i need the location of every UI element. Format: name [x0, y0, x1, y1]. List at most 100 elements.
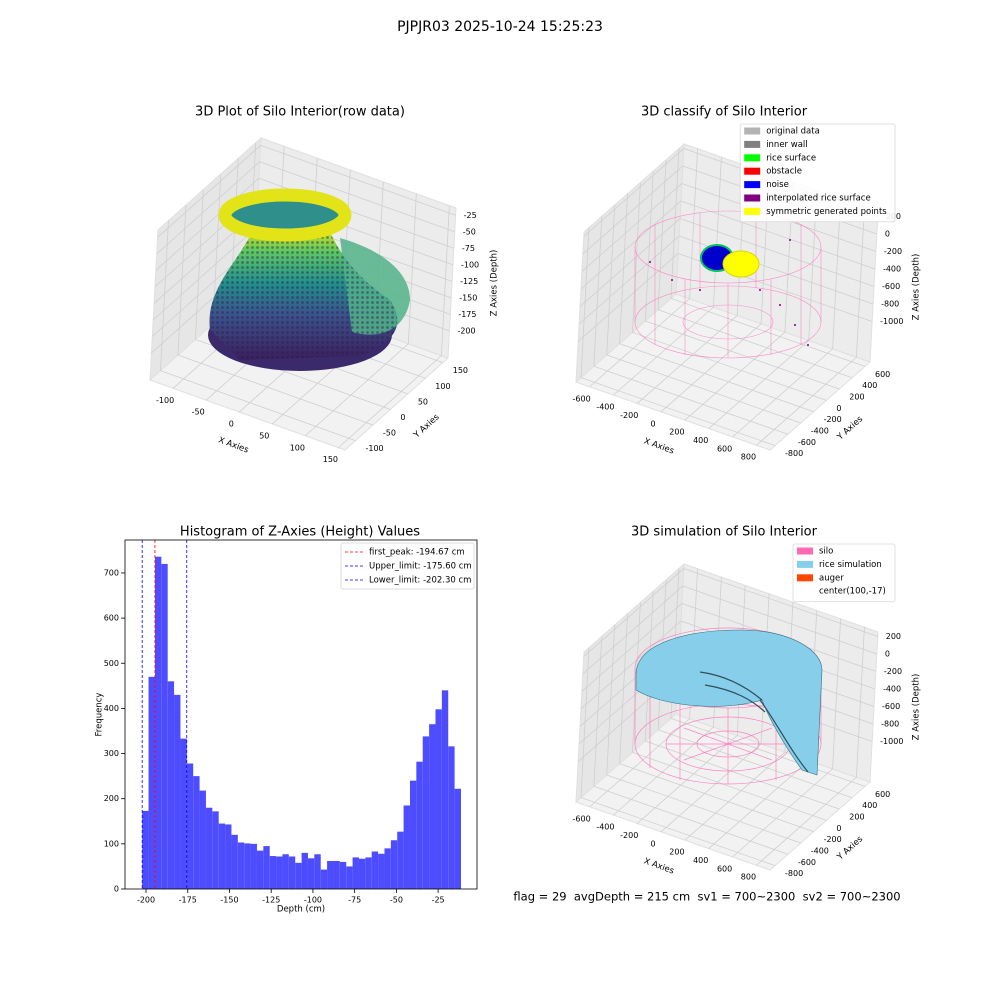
legend-label: silo [819, 547, 833, 557]
z-tick-label: -600 [882, 282, 900, 291]
legend-swatch [744, 207, 761, 215]
grid-line [440, 205, 450, 356]
bar [358, 858, 366, 889]
grid-line [583, 568, 685, 657]
z-tick-label: -1000 [880, 737, 903, 746]
chart-title: 3D classify of Silo Interior [641, 105, 808, 120]
grid-line [606, 354, 801, 424]
y-tick-label: -100 [365, 444, 383, 453]
y-tick-label: 300 [104, 749, 119, 758]
bar [148, 676, 155, 889]
grid-line [689, 148, 698, 299]
bar [339, 861, 347, 889]
legend-label: rice simulation [819, 560, 882, 570]
bar [288, 856, 296, 889]
bar [441, 690, 449, 889]
y-tick-label: 200 [849, 393, 864, 402]
grid-line [632, 751, 827, 821]
bar [422, 736, 430, 889]
y-tick-label: -600 [798, 438, 816, 447]
grid-line [613, 306, 714, 396]
legend-swatch [744, 127, 761, 135]
bar [142, 810, 149, 889]
grid-line [708, 760, 810, 849]
bar [384, 848, 391, 889]
grid-line [577, 253, 679, 342]
front-layer: PJPJR03 2025-10-24 15:25:23 flag = 29 av… [95, 19, 922, 915]
y-tick-label: -50 [383, 429, 396, 438]
legend-label: Lower_limit: -202.30 cm [369, 576, 471, 586]
y-axis-label: Frequency [95, 693, 105, 737]
cloud-ring [218, 188, 352, 242]
x-tick-label: -125 [262, 896, 280, 905]
z-tick-label: -600 [882, 702, 900, 711]
x-tick-label: 0 [229, 420, 234, 429]
rice-surface [635, 629, 823, 776]
bar [154, 556, 162, 889]
grid-line [578, 235, 680, 325]
bar [352, 857, 359, 889]
grid-line [856, 207, 865, 358]
y-tick-label: 600 [104, 614, 119, 623]
y-tick-label: 0 [836, 824, 841, 833]
grid-line [407, 193, 417, 344]
bar [307, 858, 315, 889]
bar [263, 846, 270, 889]
grid-line [658, 729, 853, 799]
y-tick-label: 700 [104, 568, 119, 577]
bar [269, 856, 277, 889]
z-tick-label: -400 [883, 264, 901, 273]
x-tick-label: -50 [390, 896, 403, 905]
y-tick-label: 200 [849, 813, 864, 822]
bar [371, 851, 379, 889]
x-tick-label: 600 [717, 864, 732, 873]
x-tick-label: 50 [259, 431, 269, 440]
y-tick-label: 600 [875, 790, 890, 799]
grid-line [832, 618, 841, 769]
bar [378, 853, 385, 889]
x-tick-label: 600 [717, 444, 732, 453]
bar [301, 852, 308, 889]
bar [199, 790, 206, 889]
legend-swatch [797, 560, 813, 568]
bar [403, 805, 410, 889]
z-tick-label: -175 [458, 310, 476, 319]
x-tick-label: 150 [323, 455, 338, 464]
point [807, 344, 809, 346]
y-tick-label: 600 [875, 370, 890, 379]
z-tick-label: -150 [459, 293, 477, 302]
grid-line [708, 340, 810, 429]
grid-line [259, 161, 455, 233]
y-tick-label: -400 [811, 846, 829, 855]
z-tick-label: -75 [462, 244, 475, 253]
grid-line [580, 200, 682, 290]
legend-label: original data [766, 127, 820, 137]
grid-line [613, 726, 714, 816]
bar [416, 761, 423, 889]
grid-line [177, 354, 374, 426]
y-tick-label: 400 [862, 801, 877, 810]
z-tick-label: 200 [886, 632, 901, 641]
point [794, 324, 796, 326]
grid-line [756, 356, 857, 446]
bar [231, 834, 238, 889]
legend-label: Upper_limit: -175.60 cm [369, 562, 472, 572]
grid-line [660, 743, 762, 833]
grid-line [579, 218, 681, 307]
bar [295, 862, 302, 889]
legend-swatch [797, 574, 813, 582]
wire-silo [634, 210, 822, 359]
y-tick-label: -800 [785, 449, 803, 458]
cloud-dots [209, 232, 398, 360]
grid-line [632, 331, 827, 401]
legend-box [739, 123, 896, 223]
grid-line [636, 315, 738, 404]
blob-sym [722, 250, 760, 278]
y-tick-label: -600 [798, 858, 816, 867]
bar [205, 807, 213, 889]
x-tick-label: 400 [693, 436, 708, 445]
grid-line [670, 298, 866, 367]
grid-line [658, 309, 853, 379]
y-tick-label: 0 [114, 885, 119, 894]
grid-line [636, 735, 738, 824]
